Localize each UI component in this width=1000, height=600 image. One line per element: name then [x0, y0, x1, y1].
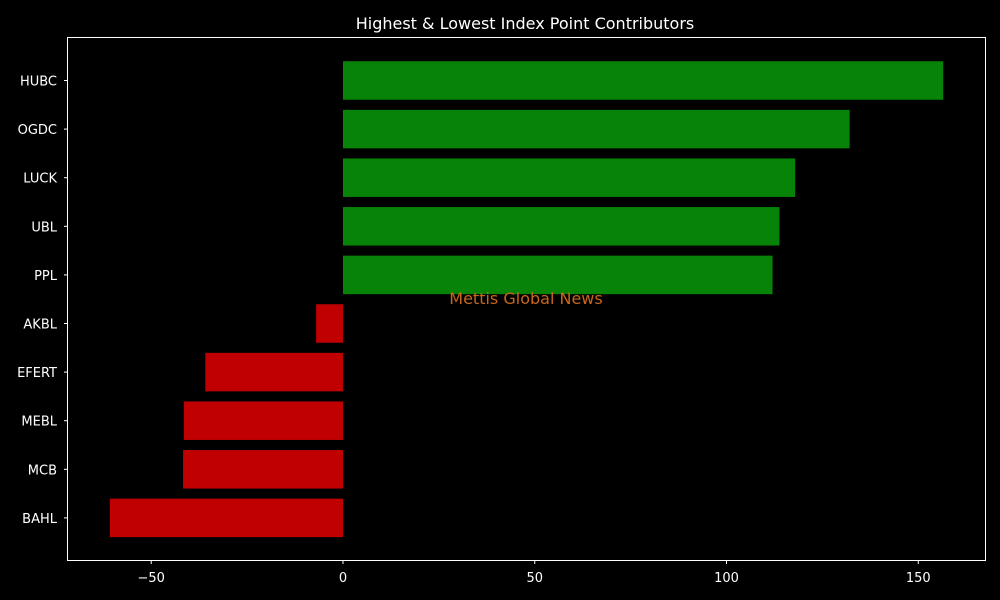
x-tick-label: 100	[714, 571, 739, 586]
y-tick-label: HUBC	[20, 75, 57, 90]
y-tick-label: AKBL	[23, 318, 57, 333]
y-tick-label: PPL	[34, 269, 58, 284]
x-tick-label: −50	[138, 571, 165, 586]
bar-hubc	[342, 61, 944, 100]
x-axis: −50 0 50 100 150	[138, 560, 931, 586]
bar-luck	[342, 158, 796, 197]
y-tick-label: MCB	[28, 463, 57, 478]
bar-bahl	[109, 498, 343, 538]
x-tick-label: 50	[526, 571, 543, 586]
y-tick-label: BAHL	[22, 512, 58, 527]
y-tick-label: MEBL	[21, 415, 57, 430]
bar-efert	[205, 352, 343, 392]
y-tick-label: LUCK	[23, 172, 57, 187]
chart-title: Highest & Lowest Index Point Contributor…	[356, 14, 695, 33]
y-tick-label: EFERT	[17, 366, 57, 381]
bar-ogdc	[342, 109, 850, 149]
bar-mebl	[183, 401, 343, 440]
y-tick-label: OGDC	[18, 123, 57, 138]
watermark-text: Mettis Global News	[449, 289, 602, 308]
x-tick-label: 150	[906, 571, 931, 586]
x-tick-label: 0	[339, 571, 347, 586]
bar-ubl	[342, 207, 780, 246]
plot-frame	[67, 37, 986, 561]
bars-layer	[109, 61, 944, 538]
y-axis: HUBC OGDC LUCK UBL PPL AKBL EFERT MEBL MCB BAHL	[17, 75, 68, 527]
bar-ppl	[342, 255, 773, 295]
y-tick-label: UBL	[31, 220, 57, 235]
bar-mcb	[183, 450, 343, 489]
bar-akbl	[316, 304, 343, 343]
